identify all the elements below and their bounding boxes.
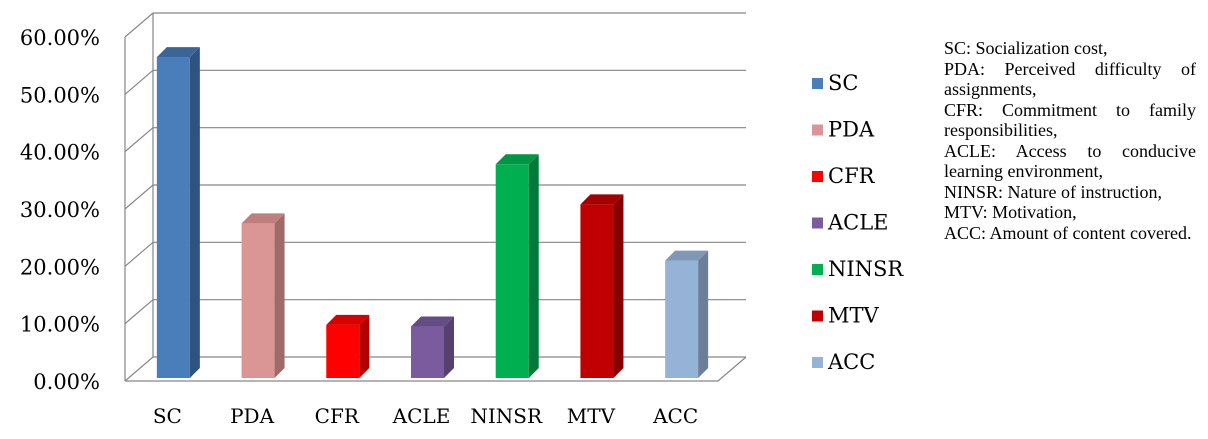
legend-item-mtv: MTV [812, 304, 880, 328]
legend-swatch [812, 78, 823, 89]
x-tick-label: CFR [315, 404, 360, 428]
bar-top [156, 47, 200, 58]
note-mtv: MTV: Motivation, [944, 202, 1077, 222]
legend-swatch [812, 357, 823, 368]
wall-tick [124, 184, 154, 210]
bar-side [444, 316, 454, 378]
y-tick-label: 20.00% [20, 255, 100, 279]
note-cfr: CFR: Commitment to family responsibiliti… [944, 99, 1196, 141]
note-acc: ACC: Amount of content covered. [944, 222, 1192, 243]
x-category-labels: SC PDA CFR ACLE NINSR MTV ACC [153, 404, 698, 428]
bar-top [241, 213, 285, 224]
legend-swatch [812, 310, 823, 322]
x-tick-label: ACC [652, 404, 698, 428]
wall-tick [124, 127, 154, 153]
axis-layer [124, 13, 747, 382]
note-sc: SC: Socialization cost, [944, 38, 1108, 58]
legend-swatch [812, 217, 823, 229]
bar-layer [156, 47, 709, 379]
y-tick-label: 0.00% [33, 370, 100, 394]
bar-front [665, 260, 699, 378]
x-tick-label: NINSR [470, 404, 543, 428]
bar-side [274, 213, 285, 378]
legend-label: PDA [828, 118, 875, 142]
x-tick-label: PDA [230, 404, 274, 428]
bar-top [411, 316, 454, 327]
legend-label: CFR [828, 164, 876, 188]
bar-pda [241, 213, 285, 378]
legend-item-acc: ACC [812, 350, 875, 374]
abbreviation-notes: SC: Socialization cost, PDA: Perceived d… [944, 38, 1196, 243]
legend-label: ACC [827, 350, 875, 374]
legend-swatch [812, 124, 823, 136]
bar-top [580, 194, 624, 205]
legend-swatch [812, 264, 823, 275]
y-tick-label: 50.00% [20, 83, 100, 107]
bar-top [495, 154, 539, 165]
note-acle: ACLE: Access to conducive learning envir… [944, 140, 1196, 182]
y-tick-label: 60.00% [20, 26, 100, 50]
x-tick-label: MTV [567, 404, 616, 428]
wall-tick [124, 241, 154, 267]
floor-edge [717, 356, 747, 382]
y-tick-labels: 0.00% 10.00% 20.00% 30.00% 40.00% 50.00% 60.00… [20, 26, 100, 394]
bar-acle [411, 316, 454, 378]
note-ninsr: NINSR: Nature of instruction, [944, 181, 1162, 202]
bar-ninsr [495, 154, 539, 378]
bar-side [528, 154, 539, 378]
legend-item-sc: SC [812, 71, 858, 95]
bar-side [359, 314, 370, 378]
wall-tick [124, 356, 154, 382]
legend-label: SC [828, 71, 858, 95]
bar-side [189, 47, 200, 379]
legend-item-cfr: CFR [812, 164, 876, 188]
bar-top [326, 314, 370, 325]
bar-top [665, 250, 709, 261]
legend-swatch [812, 171, 823, 182]
bar-sc [156, 47, 200, 379]
legend-label: ACLE [827, 211, 889, 235]
legend-label: MTV [828, 304, 880, 328]
bar-front [156, 57, 190, 379]
wall-tick [124, 299, 154, 325]
wall-tick [124, 69, 154, 95]
legend: SC PDA CFR ACLE NINSR MTV ACC [812, 71, 904, 374]
y-tick-label: 40.00% [20, 141, 100, 165]
x-tick-label: SC [153, 404, 182, 428]
bar-front [241, 223, 275, 378]
bar-front [495, 164, 529, 378]
legend-item-ninsr: NINSR [812, 257, 904, 281]
bar-mtv [580, 194, 624, 378]
bar-side [698, 250, 709, 378]
x-tick-label: ACLE [392, 404, 451, 428]
bar-front [411, 326, 444, 378]
legend-item-pda: PDA [812, 118, 875, 142]
note-pda: PDA: Perceived difficulty of assignments… [944, 58, 1196, 100]
legend-label: NINSR [828, 257, 904, 281]
legend-item-acle: ACLE [812, 211, 889, 235]
wall-tick [124, 12, 154, 38]
bar-side [613, 194, 624, 378]
bar-front [326, 324, 360, 378]
bar-front [580, 204, 614, 378]
y-tick-label: 30.00% [20, 198, 100, 222]
bar-cfr [326, 314, 370, 378]
y-tick-label: 10.00% [20, 313, 100, 337]
bar-acc [665, 250, 709, 378]
